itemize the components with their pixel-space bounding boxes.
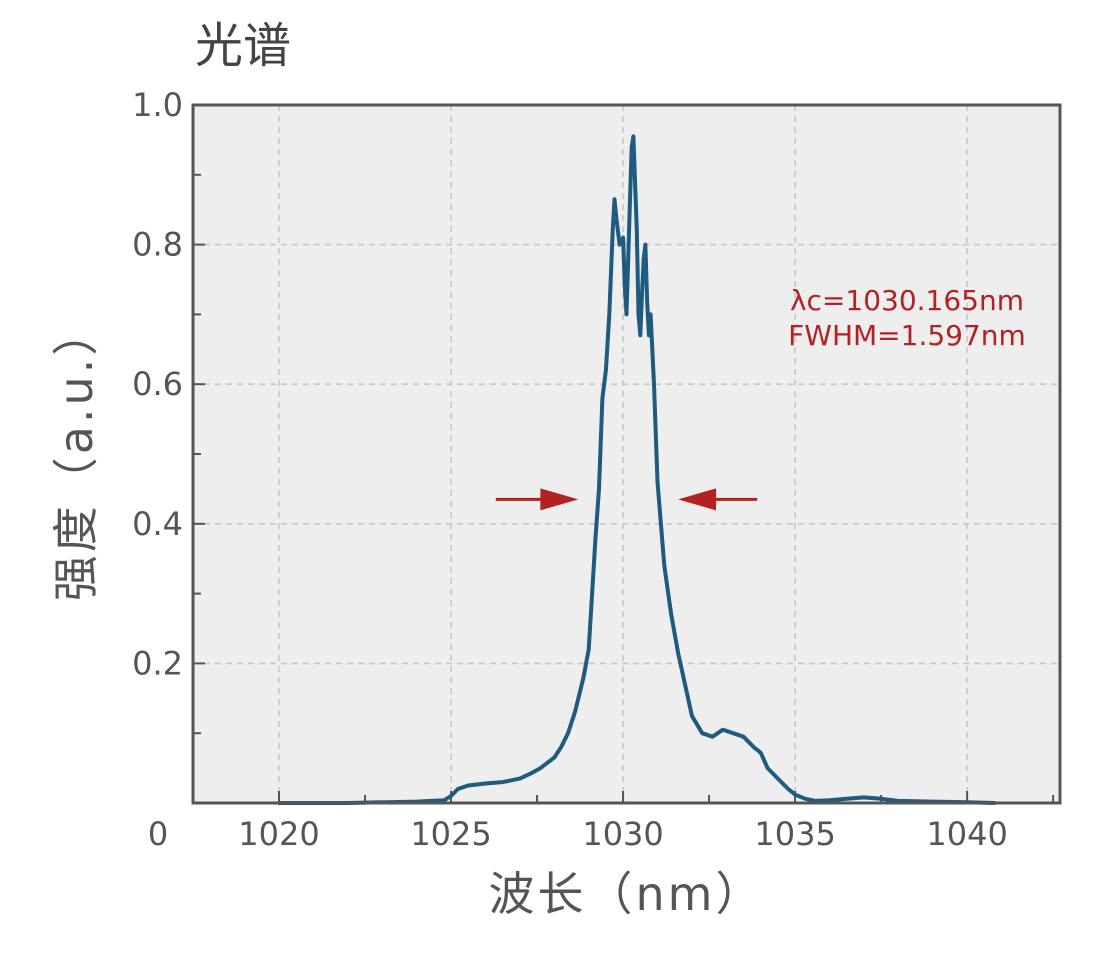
annotations: λc=1030.165nm FWHM=1.597nm — [495, 284, 1026, 511]
fwhm-annotation: FWHM=1.597nm — [788, 319, 1026, 352]
x-tick-label: 1020 — [238, 815, 319, 853]
arrow-head — [678, 488, 717, 511]
y-tick-label: 0.6 — [132, 365, 183, 403]
spectrum-series-line — [277, 134, 997, 805]
arrow-head — [540, 488, 579, 511]
y-tick-label: 0.4 — [132, 505, 183, 543]
plot-background — [193, 105, 1060, 803]
x-tick-label: 1035 — [754, 815, 835, 853]
x-axis-title: 波长（nm） — [489, 867, 765, 921]
center-wavelength-annotation: λc=1030.165nm — [790, 284, 1024, 317]
y-tick-label: 0.8 — [132, 226, 183, 264]
fwhm-left-arrow — [495, 488, 579, 511]
x-tick-label: 1040 — [926, 815, 1007, 853]
y-tick-label: 0.2 — [132, 644, 183, 682]
x-tick-label: 1030 — [582, 815, 663, 853]
x-tick-label: 1025 — [410, 815, 491, 853]
tick-labels: 1020 1025 1030 1035 1040 0.2 0.4 0.6 0.8 1.0 0 — [132, 86, 1008, 853]
plot-frame — [191, 103, 1062, 805]
chart-title: 光谱 — [195, 18, 291, 74]
origin-label: 0 — [148, 815, 168, 853]
fwhm-right-arrow — [678, 488, 758, 511]
y-tick-label: 1.0 — [132, 86, 183, 124]
y-axis-title: 强度（a.u.） — [49, 307, 103, 602]
